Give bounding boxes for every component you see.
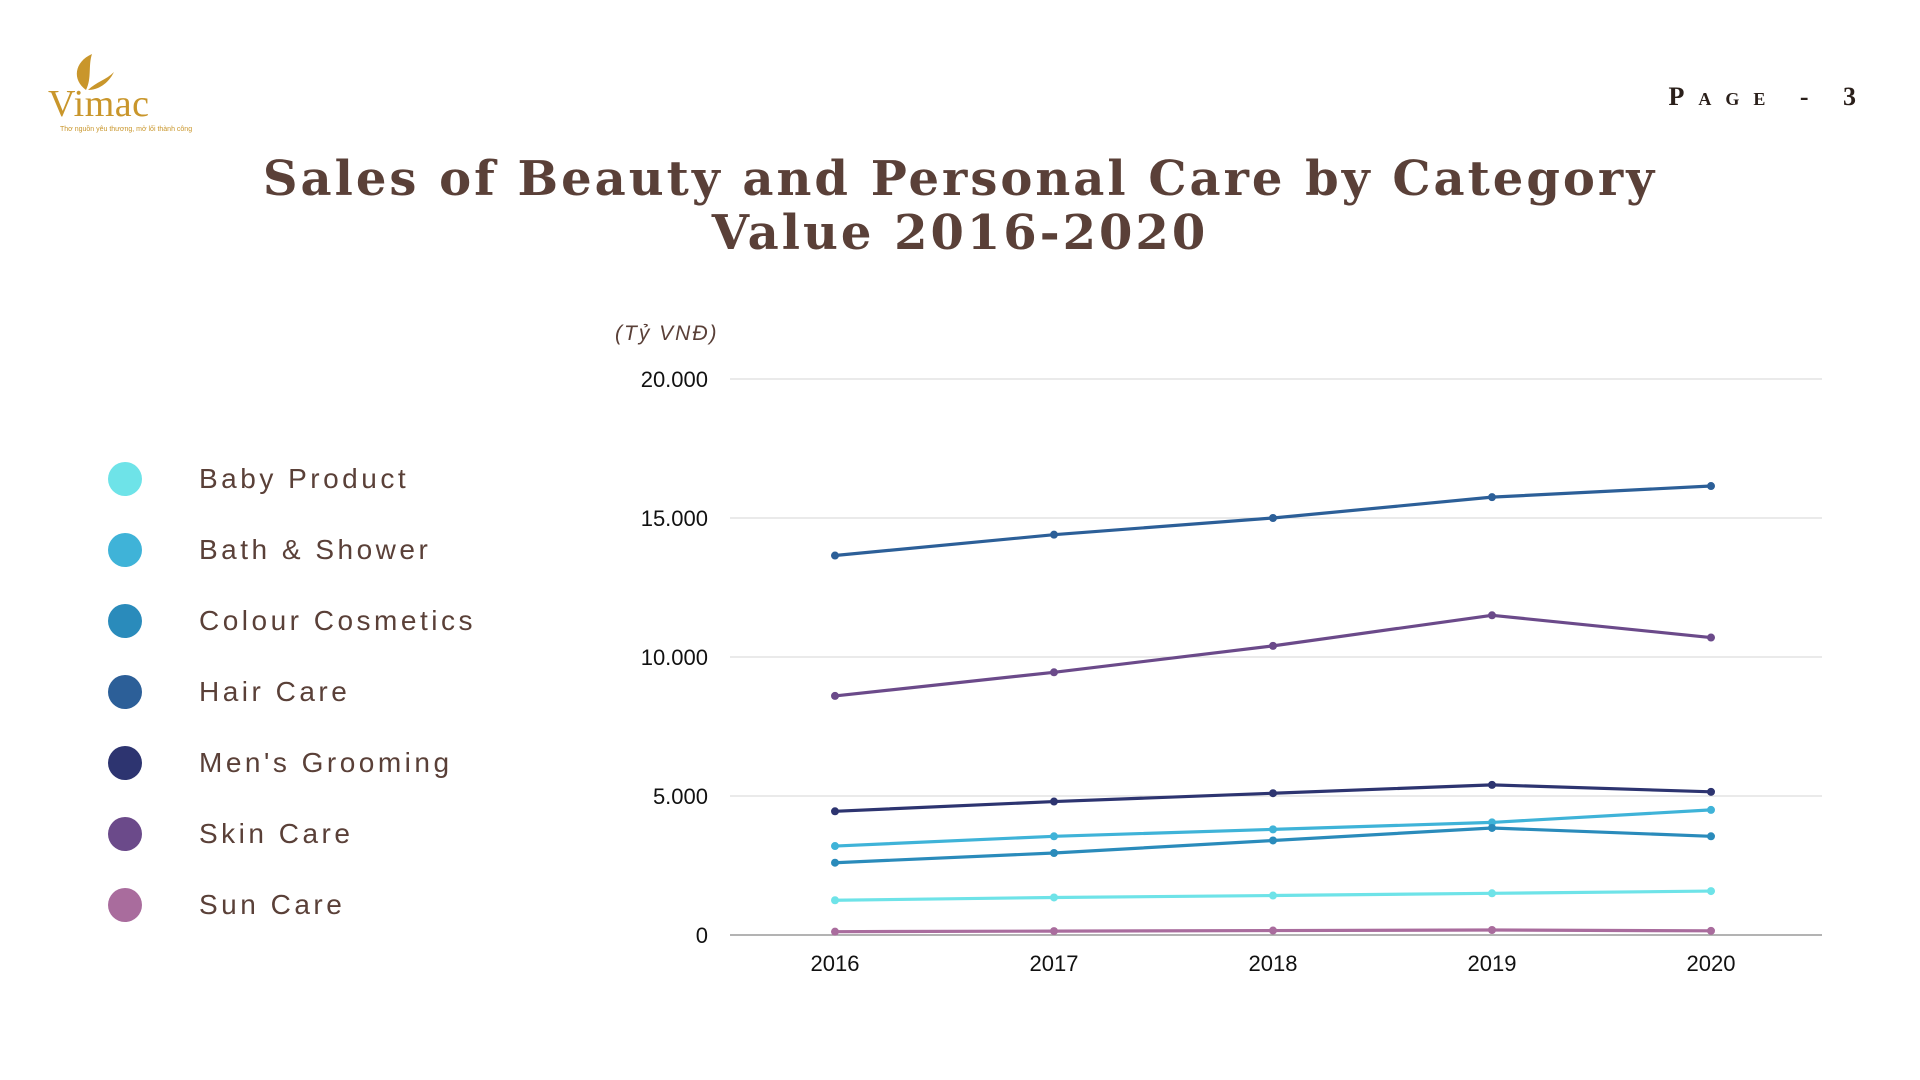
chart-legend: Baby Product Bath & Shower Colour Cosmetic…	[108, 443, 476, 940]
chart-title-line-2: Value 2016-2020	[711, 205, 1209, 261]
data-point	[1707, 805, 1715, 814]
chart-title-line-1: Sales of Beauty and Personal Care by Cat…	[262, 151, 1658, 207]
x-tick-label: 2020	[1687, 951, 1736, 976]
logo-text: Vimac	[48, 83, 150, 125]
legend-label: Hair Care	[199, 675, 351, 707]
data-point	[1050, 927, 1058, 936]
page-label: Page - 3	[1668, 82, 1870, 111]
legend-swatch	[108, 887, 142, 922]
data-point	[1488, 889, 1496, 898]
x-tick-label: 2017	[1030, 951, 1079, 976]
data-point	[1269, 891, 1277, 900]
vimac-logo: Vimac Thơ nguồn yêu thương, mở lối thành…	[48, 52, 192, 142]
data-point	[1050, 668, 1058, 677]
data-point	[1488, 823, 1496, 832]
data-point	[1707, 832, 1715, 841]
data-point	[831, 842, 839, 851]
data-point	[831, 927, 839, 936]
data-point	[1269, 514, 1277, 522]
y-tick-label: 0	[696, 923, 708, 948]
legend-item: Colour Cosmetics	[108, 585, 476, 656]
legend-label: Men's Grooming	[199, 746, 453, 778]
data-point	[1269, 789, 1277, 798]
series-line	[834, 783, 1712, 813]
y-tick-label: 15.000	[641, 506, 708, 531]
x-tick-label: 2018	[1249, 951, 1298, 976]
data-point	[1488, 925, 1496, 934]
data-point	[1707, 926, 1715, 935]
y-tick-label: 5.000	[653, 784, 708, 809]
legend-label: Bath & Shower	[199, 533, 432, 565]
legend-item: Sun Care	[108, 869, 476, 940]
series-line	[834, 613, 1712, 698]
legend-swatch	[108, 461, 142, 496]
data-point	[1707, 482, 1715, 491]
data-point	[831, 807, 839, 816]
data-point	[1707, 633, 1715, 642]
x-tick-label: 2016	[811, 951, 860, 976]
data-point	[1269, 641, 1277, 650]
legend-label: Skin Care	[199, 817, 354, 849]
data-point	[831, 858, 839, 867]
y-tick-label: 10.000	[641, 645, 708, 670]
legend-swatch	[108, 532, 142, 567]
data-point	[1707, 887, 1715, 896]
legend-swatch	[108, 603, 142, 638]
leaf-icon	[76, 54, 114, 90]
data-point	[1269, 825, 1277, 834]
legend-item: Bath & Shower	[108, 514, 476, 585]
data-point	[1050, 530, 1058, 539]
data-point	[1269, 926, 1277, 935]
legend-item: Men's Grooming	[108, 727, 476, 798]
data-point	[1050, 797, 1058, 806]
legend-swatch	[108, 816, 142, 851]
data-point	[831, 896, 839, 905]
data-point	[1050, 893, 1058, 902]
legend-label: Baby Product	[199, 462, 410, 494]
x-tick-label: 2019	[1468, 951, 1517, 976]
data-point	[1488, 818, 1496, 827]
data-point	[1488, 780, 1496, 789]
legend-label: Sun Care	[199, 888, 346, 920]
legend-label: Colour Cosmetics	[199, 604, 476, 636]
chart-title: Sales of Beauty and Personal Care by Cat…	[0, 152, 1920, 260]
data-point	[1488, 493, 1496, 502]
legend-item: Baby Product	[108, 443, 476, 514]
data-point	[1707, 787, 1715, 796]
data-point	[1050, 832, 1058, 841]
legend-item: Skin Care	[108, 798, 476, 869]
legend-swatch	[108, 745, 142, 780]
legend-item: Hair Care	[108, 656, 476, 727]
data-point	[831, 551, 839, 560]
data-point	[831, 691, 839, 700]
legend-swatch	[108, 674, 142, 709]
data-point	[1050, 848, 1058, 857]
data-point	[1488, 611, 1496, 620]
logo-tagline: Thơ nguồn yêu thương, mở lối thành công	[60, 126, 193, 133]
data-point	[1269, 836, 1277, 845]
y-tick-label: 20.000	[641, 367, 708, 392]
y-axis-unit-label: (Tỷ VNĐ)	[615, 322, 719, 345]
